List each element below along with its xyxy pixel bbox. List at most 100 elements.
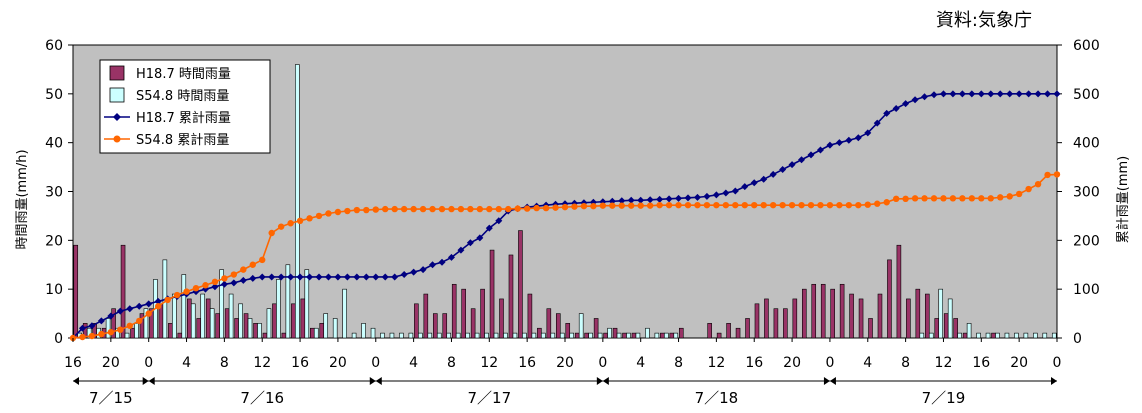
point-s54-cumulative	[949, 195, 957, 202]
day-band-arrow	[375, 377, 382, 385]
point-h18-cumulative	[239, 276, 247, 284]
bar-h18-hourly	[537, 327, 542, 339]
bar-h18-hourly	[820, 283, 826, 339]
point-h18-cumulative	[741, 183, 749, 191]
point-s54-cumulative	[1053, 171, 1061, 178]
point-s54-cumulative	[836, 201, 843, 209]
bar-h18-hourly	[915, 288, 921, 339]
point-s54-cumulative	[192, 284, 200, 292]
point-h18-cumulative	[277, 273, 285, 281]
point-s54-cumulative	[382, 205, 389, 213]
x-axis-tick-label: 16	[291, 355, 309, 371]
point-h18-cumulative	[779, 166, 787, 174]
point-h18-cumulative	[798, 156, 806, 164]
point-h18-cumulative	[438, 258, 446, 266]
point-h18-cumulative	[116, 307, 124, 315]
x-axis-tick-label: 8	[447, 355, 456, 371]
point-h18-cumulative	[892, 104, 900, 112]
point-s54-cumulative	[637, 202, 644, 209]
legend-box	[99, 59, 271, 154]
bar-s54-hourly	[418, 332, 423, 339]
point-h18-cumulative	[381, 273, 389, 281]
point-s54-cumulative	[249, 261, 256, 268]
bar-h18-hourly	[461, 288, 466, 339]
point-h18-cumulative	[400, 271, 408, 279]
point-h18-cumulative	[145, 300, 153, 308]
point-s54-cumulative	[675, 201, 682, 209]
point-h18-cumulative	[1044, 90, 1052, 98]
point-s54-cumulative	[164, 296, 171, 304]
point-h18-cumulative	[466, 239, 474, 247]
point-h18-cumulative	[731, 187, 739, 195]
point-s54-cumulative	[940, 195, 947, 202]
bar-h18-hourly	[660, 332, 665, 339]
point-s54-cumulative	[618, 202, 625, 209]
bar-h18-hourly	[574, 332, 580, 339]
point-s54-cumulative	[921, 195, 928, 202]
bar-s54-hourly	[673, 332, 679, 339]
left-axis-tick-label: 20	[45, 233, 63, 249]
point-s54-cumulative	[277, 223, 285, 230]
bar-h18-hourly	[499, 298, 504, 339]
point-h18-cumulative	[1015, 90, 1023, 98]
bar-s54-hourly	[928, 332, 934, 339]
bar-s54-hourly	[408, 332, 414, 339]
bar-h18-hourly	[896, 244, 902, 339]
point-h18-cumulative	[362, 273, 370, 281]
point-s54-cumulative	[400, 205, 408, 213]
point-s54-cumulative	[486, 205, 493, 213]
point-s54-cumulative	[126, 322, 133, 329]
bar-h18-hourly	[792, 298, 798, 339]
bar-h18-hourly	[186, 298, 192, 339]
point-s54-cumulative	[457, 205, 465, 213]
bar-h18-hourly	[215, 313, 220, 339]
point-s54-cumulative	[372, 206, 379, 213]
day-label: 7／17	[467, 389, 511, 407]
point-s54-cumulative	[315, 212, 323, 220]
bar-h18-hourly	[130, 327, 135, 339]
point-s54-cumulative	[363, 206, 370, 214]
point-s54-cumulative	[561, 203, 569, 211]
x-axis-tick-label: 0	[371, 355, 380, 371]
point-h18-cumulative	[902, 100, 910, 108]
bar-h18-hourly	[196, 318, 202, 339]
bar-h18-hourly	[451, 283, 457, 339]
point-h18-cumulative	[703, 192, 711, 200]
bar-h18-hourly	[754, 303, 760, 339]
bar-s54-hourly	[219, 269, 224, 339]
bar-h18-hourly	[906, 298, 911, 339]
bar-h18-hourly	[678, 327, 684, 339]
point-s54-cumulative	[1025, 185, 1032, 193]
point-s54-cumulative	[864, 201, 871, 208]
point-s54-cumulative	[391, 205, 398, 213]
x-axis-tick-label: 0	[1053, 355, 1062, 371]
point-h18-cumulative	[419, 266, 427, 274]
bar-s54-hourly	[985, 332, 991, 339]
bar-h18-hourly	[783, 308, 788, 339]
right-axis-tick-label: 400	[1073, 136, 1100, 152]
point-s54-cumulative	[523, 205, 531, 212]
bar-s54-hourly	[550, 332, 556, 339]
bar-s54-hourly	[436, 332, 442, 339]
point-h18-cumulative	[324, 273, 332, 281]
point-h18-cumulative	[977, 90, 985, 98]
left-axis-title: 時間雨量(mm/h)	[15, 149, 30, 249]
bar-s54-hourly	[172, 293, 177, 339]
point-s54-cumulative	[883, 199, 890, 206]
point-s54-cumulative	[826, 201, 834, 209]
x-axis-tick-label: 20	[102, 355, 120, 371]
x-axis-tick-label: 20	[783, 355, 801, 371]
day-label: 7／16	[240, 389, 284, 407]
bar-s54-hourly	[588, 332, 593, 339]
point-h18-cumulative	[949, 90, 957, 98]
point-h18-cumulative	[495, 217, 503, 225]
point-s54-cumulative	[855, 201, 862, 209]
point-h18-cumulative	[211, 283, 219, 291]
bar-s54-hourly	[578, 313, 584, 339]
bar-h18-hourly	[773, 308, 779, 339]
point-h18-cumulative	[864, 129, 872, 137]
point-s54-cumulative	[646, 202, 654, 209]
day-band-arrow	[142, 377, 149, 385]
point-h18-cumulative	[722, 189, 730, 197]
